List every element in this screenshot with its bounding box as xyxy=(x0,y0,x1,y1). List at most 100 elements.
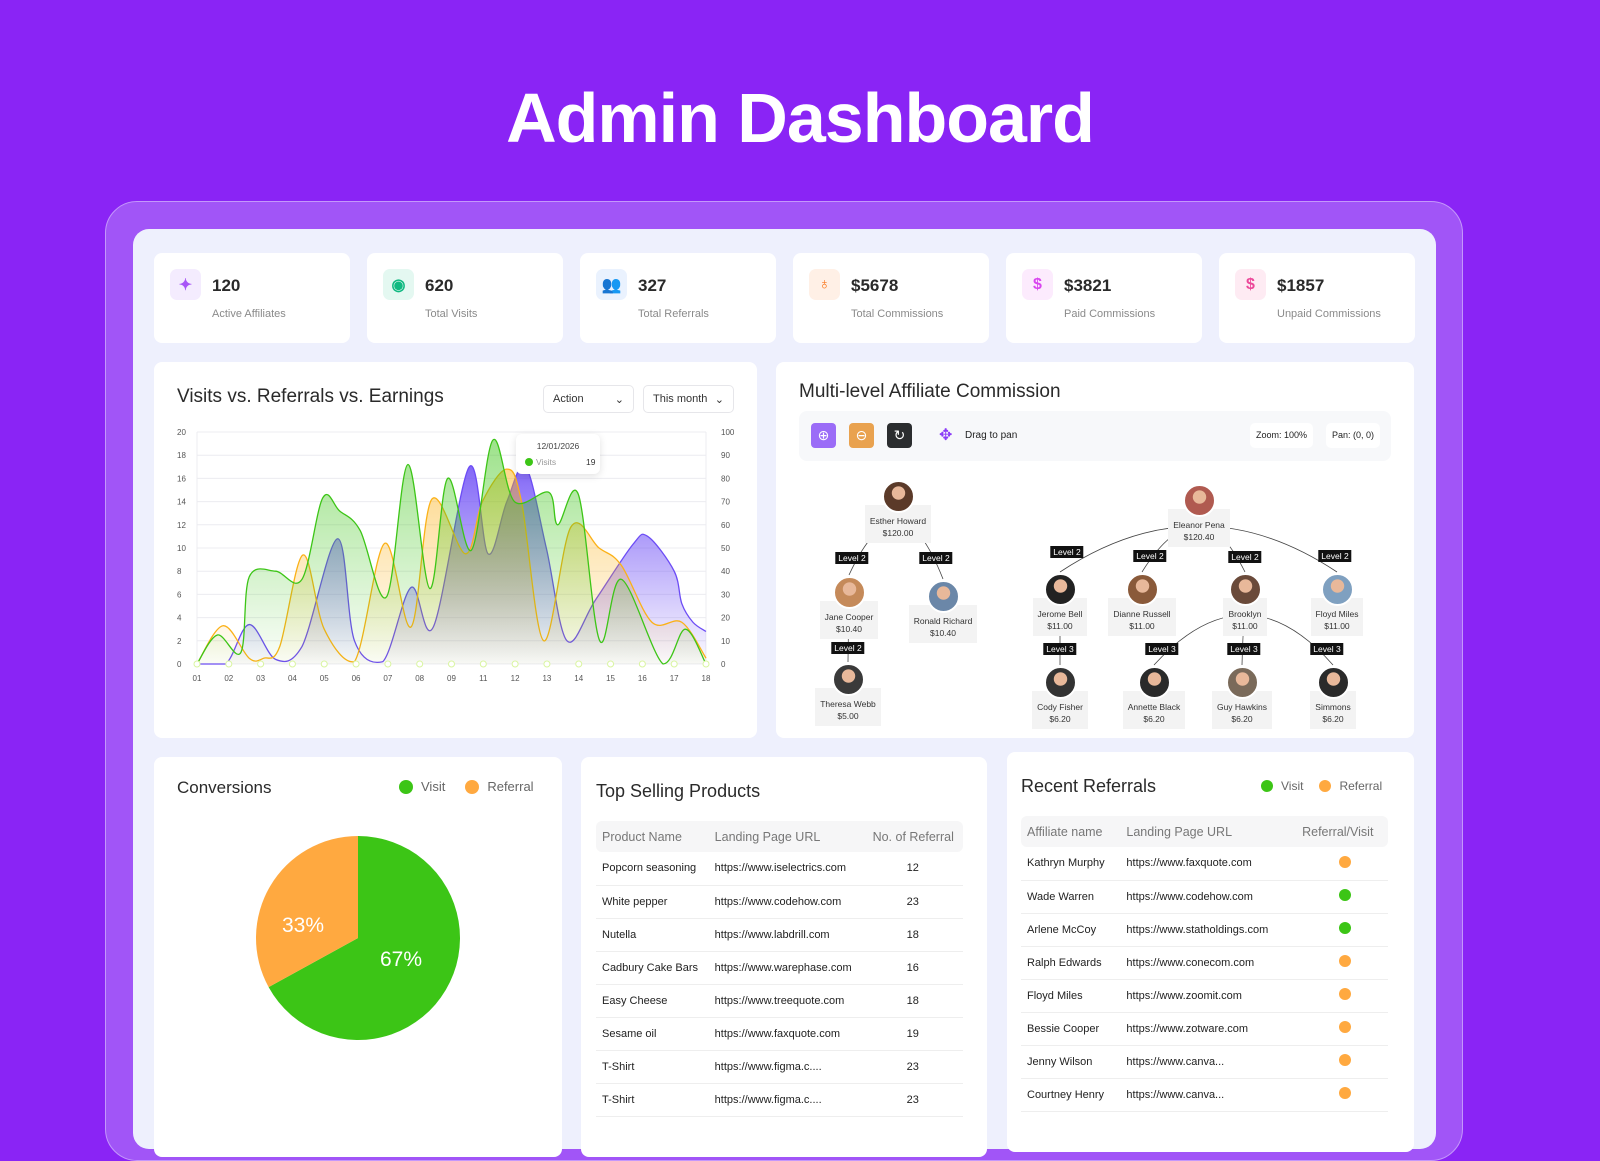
y-right-tick: 80 xyxy=(721,474,730,483)
table-row[interactable]: Arlene McCoy https://www.statholdings.com xyxy=(1021,913,1388,947)
data-point-marker[interactable] xyxy=(702,660,710,668)
node-name: Eleanor Pena xyxy=(1173,520,1225,530)
table-row[interactable]: White pepper https://www.codehow.com 23 xyxy=(596,885,963,919)
stat-value: 120 xyxy=(212,276,241,295)
stat-card[interactable]: 👥 327 Total Referrals xyxy=(580,253,776,343)
table-row[interactable]: Easy Cheese https://www.treequote.com 18 xyxy=(596,984,963,1018)
eye-icon: ◉ xyxy=(383,269,414,300)
column-header[interactable]: Affiliate name xyxy=(1021,816,1121,847)
y-left-tick: 8 xyxy=(177,567,182,576)
pie-slice-visit[interactable] xyxy=(268,836,461,1040)
stat-label: Unpaid Commissions xyxy=(1277,308,1381,320)
reset-button[interactable]: ↻ xyxy=(887,423,912,448)
table-row[interactable]: Bessie Cooper https://www.zotware.com xyxy=(1021,1012,1388,1046)
table-row[interactable]: Wade Warren https://www.codehow.com xyxy=(1021,880,1388,914)
tree-node[interactable]: Simmons $6.20 xyxy=(1288,666,1378,729)
url-cell[interactable]: https://www.codehow.com xyxy=(708,885,867,919)
zoom-out-button[interactable]: ⊖ xyxy=(849,423,874,448)
tree-node[interactable]: Jerome Bell $11.00 xyxy=(1015,573,1105,636)
data-point-marker[interactable] xyxy=(638,660,646,668)
column-header[interactable]: Landing Page URL xyxy=(1120,816,1297,847)
table-row[interactable]: Jenny Wilson https://www.canva... xyxy=(1021,1045,1388,1079)
tree-node[interactable]: Guy Hawkins $6.20 xyxy=(1197,666,1287,729)
period-dropdown[interactable]: This month ⌄ xyxy=(643,385,734,413)
stat-card[interactable]: ♁ $5678 Total Commissions xyxy=(793,253,989,343)
stat-card[interactable]: ◉ 620 Total Visits xyxy=(367,253,563,343)
table-row[interactable]: Nutella https://www.labdrill.com 18 xyxy=(596,918,963,952)
url-cell[interactable]: https://www.zotware.com xyxy=(1120,1012,1297,1046)
url-cell[interactable]: https://www.treequote.com xyxy=(708,984,867,1018)
refresh-icon: ↻ xyxy=(893,427,906,443)
tree-node[interactable]: Esther Howard $120.00 xyxy=(853,480,943,543)
column-header[interactable]: Landing Page URL xyxy=(708,821,867,852)
status-cell xyxy=(1296,880,1388,914)
url-cell[interactable]: https://www.zoomit.com xyxy=(1120,979,1297,1013)
tree-node[interactable]: Cody Fisher $6.20 xyxy=(1015,666,1105,729)
data-point-marker[interactable] xyxy=(384,660,392,668)
url-cell[interactable]: https://www.canva... xyxy=(1120,1045,1297,1079)
tree-node[interactable]: Theresa Webb $5.00 xyxy=(803,663,893,726)
data-point-marker[interactable] xyxy=(543,660,551,668)
data-point-marker[interactable] xyxy=(575,660,583,668)
stat-card[interactable]: $ $1857 Unpaid Commissions xyxy=(1219,253,1415,343)
name-cell: Arlene McCoy xyxy=(1021,913,1121,947)
data-point-marker[interactable] xyxy=(193,660,201,668)
data-point-marker[interactable] xyxy=(225,660,233,668)
action-dropdown[interactable]: Action ⌄ xyxy=(543,385,634,413)
stat-card[interactable]: ✦ 120 Active Affiliates xyxy=(154,253,350,343)
url-cell[interactable]: https://www.canva... xyxy=(1120,1078,1297,1112)
url-cell[interactable]: https://www.faxquote.com xyxy=(708,1017,867,1051)
conversions-pie[interactable] xyxy=(154,757,562,1157)
data-point-marker[interactable] xyxy=(416,660,424,668)
tree-node[interactable]: Dianne Russell $11.00 xyxy=(1097,573,1187,636)
data-point-marker[interactable] xyxy=(607,660,615,668)
table-row[interactable]: T-Shirt https://www.figma.c.... 23 xyxy=(596,1083,963,1117)
column-header[interactable]: Referral/Visit xyxy=(1296,816,1388,847)
series-line[interactable] xyxy=(196,438,707,665)
data-point-marker[interactable] xyxy=(352,660,360,668)
tree-node[interactable]: Ronald Richard $10.40 xyxy=(898,580,988,643)
zoom-in-button[interactable]: ⊕ xyxy=(811,423,836,448)
table-row[interactable]: Popcorn seasoning https://www.iselectrics… xyxy=(596,852,963,886)
tree-node[interactable]: Jane Cooper $10.40 xyxy=(804,576,894,639)
data-point-marker[interactable] xyxy=(448,660,455,668)
referrals-legend: Visit Referral xyxy=(1261,779,1382,793)
node-amount: $11.00 xyxy=(1324,621,1350,631)
data-point-marker[interactable] xyxy=(320,660,328,668)
tree-node[interactable]: Floyd Miles $11.00 xyxy=(1292,573,1382,636)
url-cell[interactable]: https://www.labdrill.com xyxy=(708,918,867,952)
url-cell[interactable]: https://www.statholdings.com xyxy=(1120,913,1297,947)
table-row[interactable]: Kathryn Murphy https://www.faxquote.com xyxy=(1021,847,1388,881)
table-row[interactable]: Ralph Edwards https://www.conecom.com xyxy=(1021,946,1388,980)
data-point-marker[interactable] xyxy=(511,660,519,668)
url-cell[interactable]: https://www.figma.c.... xyxy=(708,1050,867,1084)
column-header[interactable]: No. of Referral xyxy=(866,821,963,852)
stat-card[interactable]: $ $3821 Paid Commissions xyxy=(1006,253,1202,343)
legend-visit: Visit xyxy=(1281,779,1304,793)
tree-node[interactable]: Annette Black $6.20 xyxy=(1109,666,1199,729)
data-point-marker[interactable] xyxy=(288,660,296,668)
url-cell[interactable]: https://www.conecom.com xyxy=(1120,946,1297,980)
url-cell[interactable]: https://www.codehow.com xyxy=(1120,880,1297,914)
avatar xyxy=(1125,573,1159,606)
referral-status-dot xyxy=(1339,988,1352,1000)
count-cell: 23 xyxy=(866,1050,963,1084)
url-cell[interactable]: https://www.faxquote.com xyxy=(1120,847,1297,881)
url-cell[interactable]: https://www.iselectrics.com xyxy=(708,852,867,886)
pie-slice-referral[interactable] xyxy=(256,836,358,988)
table-row[interactable]: Sesame oil https://www.faxquote.com 19 xyxy=(596,1017,963,1051)
table-row[interactable]: Cadbury Cake Bars https://www.warephase.c… xyxy=(596,951,963,985)
tree-node[interactable]: Eleanor Pena $120.40 xyxy=(1154,484,1244,547)
data-point-marker[interactable] xyxy=(670,660,678,668)
column-header[interactable]: Product Name xyxy=(596,821,709,852)
data-point-marker[interactable] xyxy=(479,660,487,668)
table-row[interactable]: T-Shirt https://www.figma.c.... 23 xyxy=(596,1050,963,1084)
table-row[interactable]: Courtney Henry https://www.canva... xyxy=(1021,1078,1388,1112)
chevron-down-icon: ⌄ xyxy=(614,393,624,406)
data-point-marker[interactable] xyxy=(257,660,265,668)
tree-node[interactable]: Brooklyn $11.00 xyxy=(1200,573,1290,636)
table-row[interactable]: Floyd Miles https://www.zoomit.com xyxy=(1021,979,1388,1013)
url-cell[interactable]: https://www.figma.c.... xyxy=(708,1083,867,1117)
url-cell[interactable]: https://www.warephase.com xyxy=(708,951,867,985)
